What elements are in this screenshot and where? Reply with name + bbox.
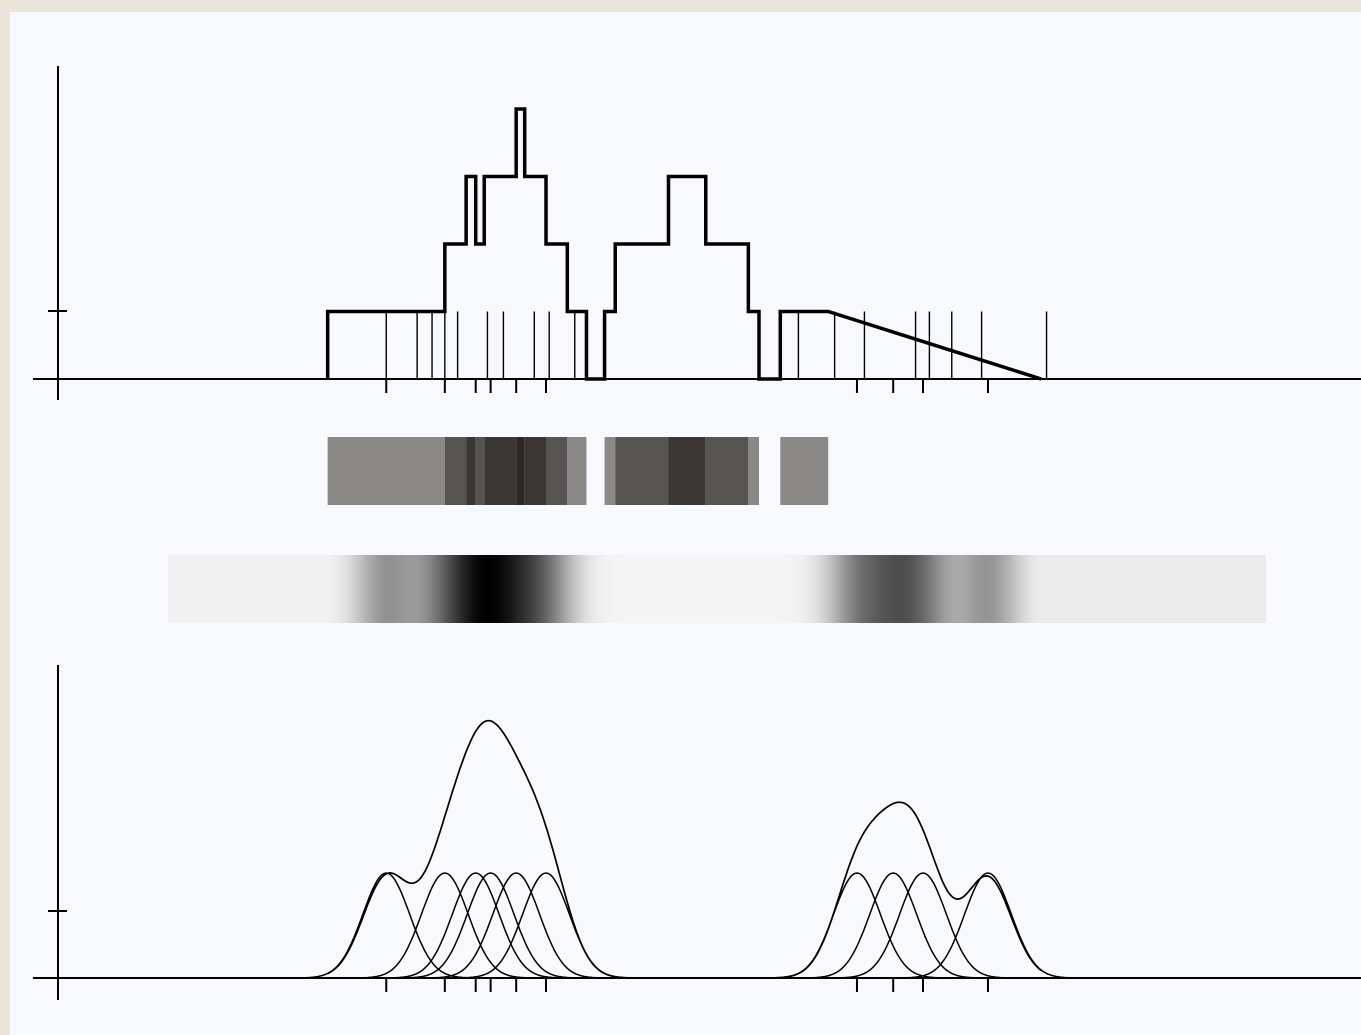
- shade-stripe: [444, 437, 467, 505]
- shade-stripe: [466, 437, 476, 505]
- kernel-curve: [894, 872, 1082, 979]
- shade-stripe: [546, 437, 568, 505]
- shade-stripe: [705, 437, 749, 505]
- kernel-curve: [396, 872, 585, 979]
- shade-stripe: [327, 437, 445, 505]
- figure-background: [10, 12, 1361, 1035]
- kernel-curve: [351, 872, 539, 979]
- shade-stripe: [748, 437, 759, 505]
- kde-panel: [33, 665, 1361, 1000]
- shade-stripe: [484, 437, 517, 505]
- histogram-sample-ticks: [385, 379, 989, 393]
- kernel-curve: [422, 872, 610, 979]
- kde-sample-ticks: [385, 978, 989, 992]
- histogram-shade-strip: [327, 437, 829, 505]
- shade-stripe: [524, 437, 546, 505]
- shade-stripe: [780, 437, 829, 505]
- shade-stripe: [475, 437, 485, 505]
- kde-shade-strip: [168, 555, 1266, 623]
- kde-sum-curve: [327, 719, 1042, 979]
- histogram-panel: [33, 66, 1361, 400]
- shade-stripe: [668, 437, 706, 505]
- kernel-curve: [799, 872, 987, 979]
- shade-stripe: [516, 437, 525, 505]
- kernel-curve: [829, 872, 1017, 979]
- histogram-outline: [325, 107, 1042, 381]
- shade-stripe: [567, 437, 587, 505]
- kernel-curve: [381, 872, 570, 979]
- shade-stripe: [604, 437, 616, 505]
- shade-stripe: [615, 437, 669, 505]
